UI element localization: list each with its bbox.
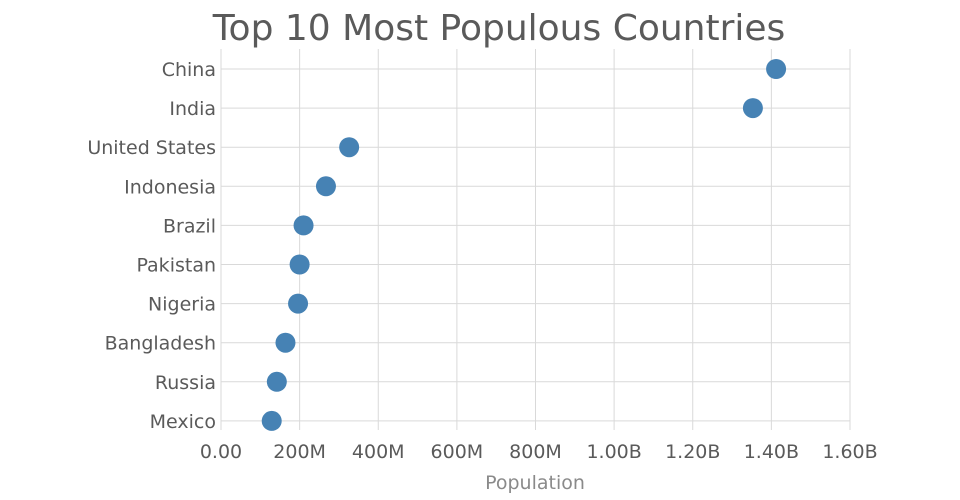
y-tick-label: Indonesia xyxy=(124,176,216,198)
x-tick-label: 1.60B xyxy=(822,441,877,463)
y-tick-label: Mexico xyxy=(150,411,216,433)
data-point-russia[interactable] xyxy=(266,371,287,392)
data-point-china[interactable] xyxy=(766,59,787,79)
data-point-mexico[interactable] xyxy=(261,410,282,431)
y-tick-label: Bangladesh xyxy=(105,333,216,355)
y-tick-label: United States xyxy=(87,137,216,159)
y-tick-label: China xyxy=(162,59,216,81)
x-tick-label: 800M xyxy=(509,441,562,463)
data-point-bangladesh[interactable] xyxy=(275,332,296,353)
data-point-nigeria[interactable] xyxy=(288,293,309,314)
data-point-indonesia[interactable] xyxy=(315,176,336,197)
data-points xyxy=(261,59,787,431)
y-tick-label: Nigeria xyxy=(148,294,216,316)
y-axis-ticks: China India United States Indonesia Brazil Pa… xyxy=(87,59,216,433)
x-tick-label: 600M xyxy=(431,441,484,463)
data-point-united-states[interactable] xyxy=(339,137,360,158)
x-tick-label: 400M xyxy=(352,441,405,463)
x-tick-label: 1.00B xyxy=(586,441,641,463)
y-tick-label: Pakistan xyxy=(136,255,216,277)
data-point-brazil[interactable] xyxy=(293,215,314,236)
y-tick-label: Brazil xyxy=(163,215,216,237)
x-tick-label: 0.00 xyxy=(200,441,242,463)
data-point-india[interactable] xyxy=(742,98,763,119)
x-tick-label: 1.40B xyxy=(744,441,799,463)
x-tick-label: 1.20B xyxy=(665,441,720,463)
gridlines xyxy=(220,49,851,430)
chart-title: Top 10 Most Populous Countries xyxy=(212,8,786,49)
x-axis-label: Population xyxy=(485,472,585,494)
y-tick-label: Russia xyxy=(155,372,216,394)
data-point-pakistan[interactable] xyxy=(289,254,310,275)
x-tick-label: 200M xyxy=(273,441,326,463)
y-tick-label: India xyxy=(169,98,216,120)
x-axis-ticks: 0.00 200M 400M 600M 800M 1.00B 1.20B 1.40B 1.60B xyxy=(200,441,878,463)
